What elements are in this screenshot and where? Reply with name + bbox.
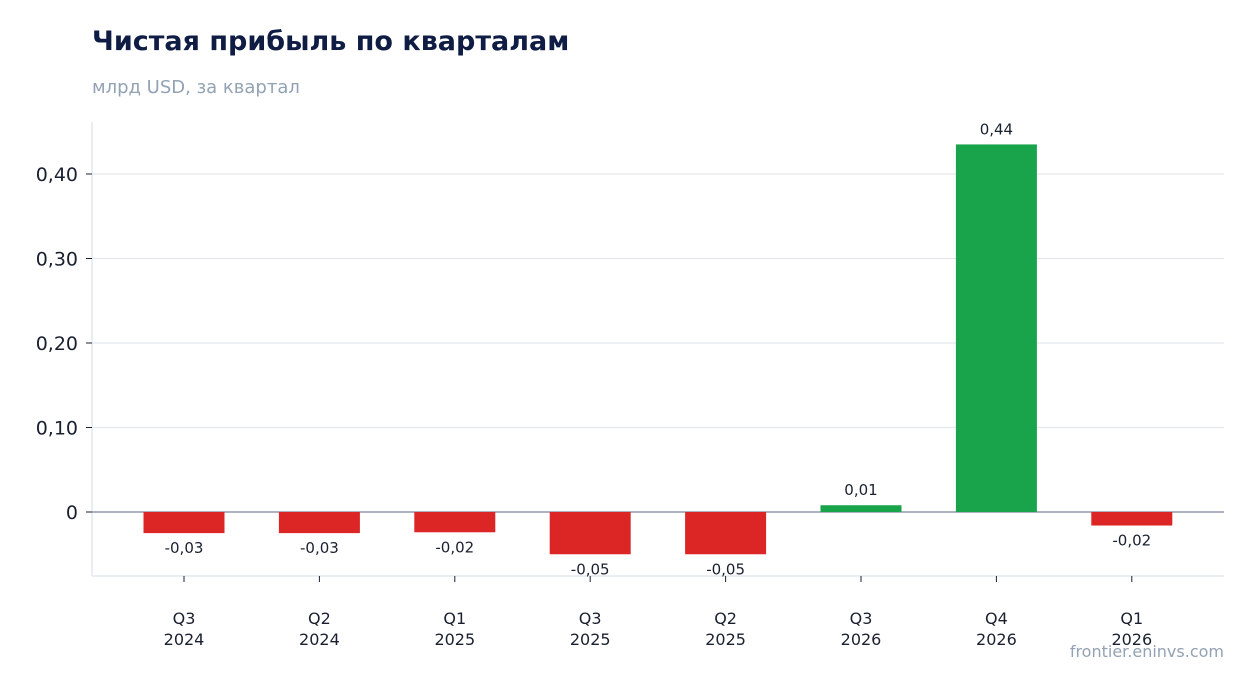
x-tick-label-quarter: Q3 bbox=[850, 609, 873, 628]
x-tick-label-year: 2026 bbox=[1111, 630, 1152, 649]
x-tick-label-quarter: Q3 bbox=[173, 609, 196, 628]
bar bbox=[414, 512, 496, 533]
x-tick-label-quarter: Q4 bbox=[985, 609, 1008, 628]
x-tick-label-year: 2025 bbox=[570, 630, 611, 649]
x-tick-label-year: 2024 bbox=[164, 630, 205, 649]
data-label: -0,03 bbox=[300, 539, 339, 557]
data-label: 0,01 bbox=[844, 481, 877, 499]
data-label: -0,05 bbox=[571, 560, 610, 578]
y-tick-label: 0,20 bbox=[36, 333, 78, 355]
y-tick-label: 0,10 bbox=[36, 418, 78, 440]
bar bbox=[955, 144, 1037, 513]
x-tick-label-quarter: Q3 bbox=[579, 609, 602, 628]
y-tick-label: 0 bbox=[66, 502, 78, 524]
chart-title: Чистая прибыль по кварталам bbox=[92, 26, 570, 57]
x-tick-label-quarter: Q2 bbox=[308, 609, 331, 628]
x-tick-label-year: 2026 bbox=[841, 630, 882, 649]
y-tick-label: 0,30 bbox=[36, 249, 78, 271]
bar bbox=[820, 505, 902, 512]
bar bbox=[143, 512, 225, 534]
source-credit: frontier.eninvs.com bbox=[1069, 642, 1224, 661]
bar bbox=[278, 512, 360, 534]
x-tick-label-quarter: Q1 bbox=[443, 609, 466, 628]
data-label: 0,44 bbox=[980, 120, 1013, 138]
x-tick-label-year: 2024 bbox=[299, 630, 340, 649]
x-tick-label-quarter: Q1 bbox=[1120, 609, 1143, 628]
bar bbox=[549, 512, 631, 555]
y-tick-label: 0,40 bbox=[36, 164, 78, 186]
chart-subtitle: млрд USD, за квартал bbox=[92, 77, 300, 98]
data-label: -0,02 bbox=[1112, 532, 1151, 550]
x-tick-label-quarter: Q2 bbox=[714, 609, 737, 628]
data-label: -0,05 bbox=[706, 560, 745, 578]
x-tick-label-year: 2025 bbox=[434, 630, 475, 649]
bar bbox=[685, 512, 767, 555]
data-label: -0,03 bbox=[165, 539, 204, 557]
x-tick-label-year: 2025 bbox=[705, 630, 746, 649]
x-tick-label-year: 2026 bbox=[976, 630, 1017, 649]
data-label: -0,02 bbox=[435, 538, 474, 556]
bar bbox=[1091, 512, 1173, 526]
